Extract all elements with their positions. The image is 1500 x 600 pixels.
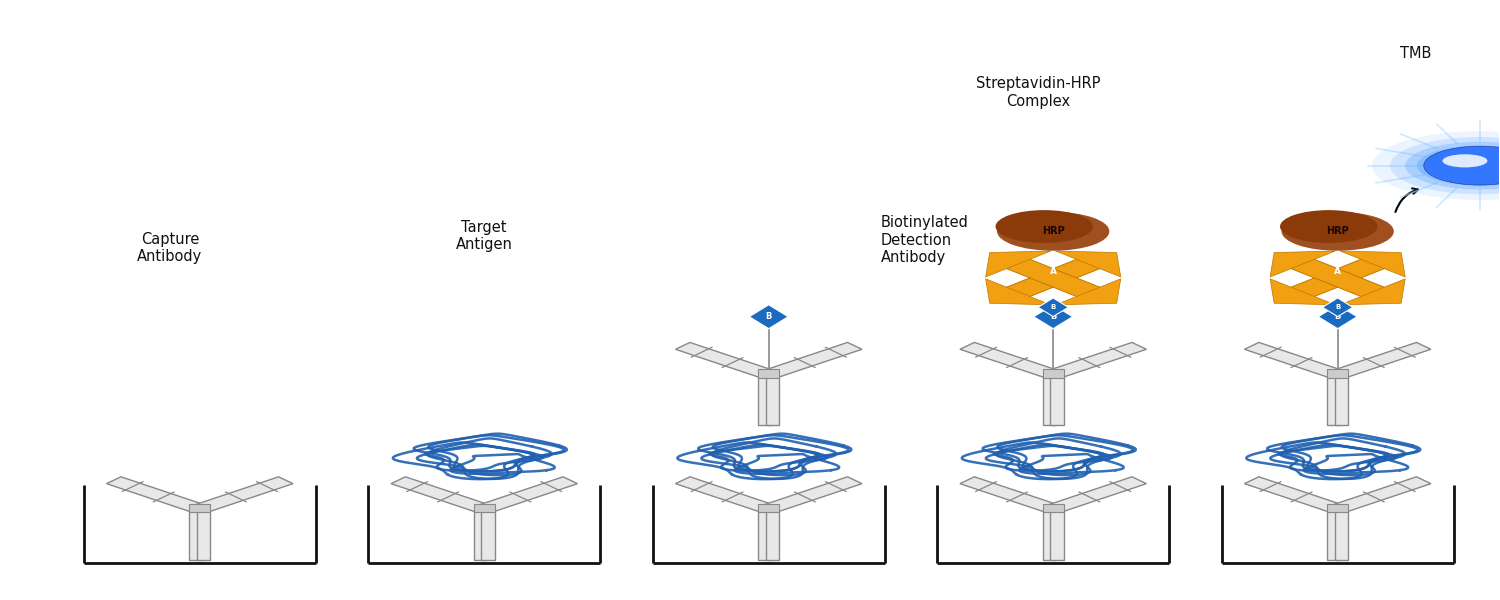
FancyBboxPatch shape bbox=[1328, 509, 1341, 560]
Text: HRP: HRP bbox=[1042, 226, 1065, 236]
Polygon shape bbox=[1046, 477, 1146, 512]
Polygon shape bbox=[1056, 251, 1120, 277]
Text: Biotinylated
Detection
Antibody: Biotinylated Detection Antibody bbox=[880, 215, 969, 265]
FancyBboxPatch shape bbox=[758, 374, 771, 425]
Polygon shape bbox=[1330, 343, 1431, 378]
Ellipse shape bbox=[1418, 146, 1500, 185]
FancyBboxPatch shape bbox=[1050, 509, 1064, 560]
Polygon shape bbox=[750, 305, 788, 329]
Text: B: B bbox=[1335, 304, 1341, 310]
FancyBboxPatch shape bbox=[758, 509, 771, 560]
FancyBboxPatch shape bbox=[1042, 374, 1056, 425]
FancyBboxPatch shape bbox=[765, 374, 778, 425]
Text: A: A bbox=[1050, 268, 1056, 277]
Polygon shape bbox=[1270, 251, 1335, 277]
Text: TMB: TMB bbox=[1400, 46, 1431, 61]
Polygon shape bbox=[1270, 279, 1335, 305]
Polygon shape bbox=[1000, 257, 1106, 299]
Ellipse shape bbox=[1443, 154, 1488, 167]
Ellipse shape bbox=[1406, 142, 1500, 190]
Text: A: A bbox=[1334, 268, 1341, 277]
FancyBboxPatch shape bbox=[1328, 369, 1348, 377]
Polygon shape bbox=[392, 477, 492, 512]
Polygon shape bbox=[1034, 305, 1072, 329]
Ellipse shape bbox=[1390, 137, 1500, 194]
Text: B: B bbox=[765, 312, 772, 321]
Polygon shape bbox=[762, 477, 862, 512]
Polygon shape bbox=[477, 477, 578, 512]
Polygon shape bbox=[192, 477, 292, 512]
Polygon shape bbox=[1245, 343, 1346, 378]
Polygon shape bbox=[1038, 298, 1068, 317]
Polygon shape bbox=[1284, 257, 1390, 299]
FancyBboxPatch shape bbox=[758, 503, 778, 512]
Polygon shape bbox=[106, 477, 207, 512]
Text: B: B bbox=[1335, 312, 1341, 321]
Polygon shape bbox=[1245, 477, 1346, 512]
Ellipse shape bbox=[1372, 131, 1500, 200]
Polygon shape bbox=[675, 477, 776, 512]
Polygon shape bbox=[986, 279, 1052, 305]
FancyBboxPatch shape bbox=[1335, 374, 1348, 425]
Text: Target
Antigen: Target Antigen bbox=[456, 220, 513, 252]
FancyBboxPatch shape bbox=[1328, 374, 1341, 425]
Ellipse shape bbox=[1424, 146, 1500, 185]
Polygon shape bbox=[1330, 477, 1431, 512]
FancyBboxPatch shape bbox=[196, 509, 210, 560]
Polygon shape bbox=[960, 343, 1060, 378]
FancyBboxPatch shape bbox=[189, 503, 210, 512]
Polygon shape bbox=[1284, 257, 1390, 299]
Ellipse shape bbox=[1281, 212, 1394, 251]
Polygon shape bbox=[675, 343, 776, 378]
FancyBboxPatch shape bbox=[1042, 369, 1064, 377]
Text: B: B bbox=[1050, 304, 1056, 310]
FancyBboxPatch shape bbox=[189, 509, 202, 560]
Text: HRP: HRP bbox=[1326, 226, 1348, 236]
FancyBboxPatch shape bbox=[758, 369, 778, 377]
FancyBboxPatch shape bbox=[1042, 509, 1056, 560]
FancyBboxPatch shape bbox=[1335, 509, 1348, 560]
Polygon shape bbox=[986, 251, 1052, 277]
Polygon shape bbox=[1340, 279, 1406, 305]
Ellipse shape bbox=[998, 212, 1110, 251]
Polygon shape bbox=[960, 477, 1060, 512]
Polygon shape bbox=[762, 343, 862, 378]
Polygon shape bbox=[1323, 298, 1353, 317]
FancyBboxPatch shape bbox=[1050, 374, 1064, 425]
FancyBboxPatch shape bbox=[765, 509, 778, 560]
Polygon shape bbox=[1046, 343, 1146, 378]
Text: B: B bbox=[1050, 312, 1056, 321]
FancyBboxPatch shape bbox=[1328, 503, 1348, 512]
Polygon shape bbox=[1056, 279, 1120, 305]
Polygon shape bbox=[1000, 257, 1106, 299]
FancyBboxPatch shape bbox=[1042, 503, 1064, 512]
FancyBboxPatch shape bbox=[482, 509, 495, 560]
Ellipse shape bbox=[996, 210, 1094, 243]
Polygon shape bbox=[1318, 305, 1358, 329]
Polygon shape bbox=[1340, 251, 1406, 277]
Ellipse shape bbox=[1280, 210, 1377, 243]
Text: Capture
Antibody: Capture Antibody bbox=[136, 232, 202, 264]
Text: Streptavidin-HRP
Complex: Streptavidin-HRP Complex bbox=[976, 76, 1101, 109]
FancyBboxPatch shape bbox=[474, 503, 495, 512]
FancyBboxPatch shape bbox=[474, 509, 488, 560]
